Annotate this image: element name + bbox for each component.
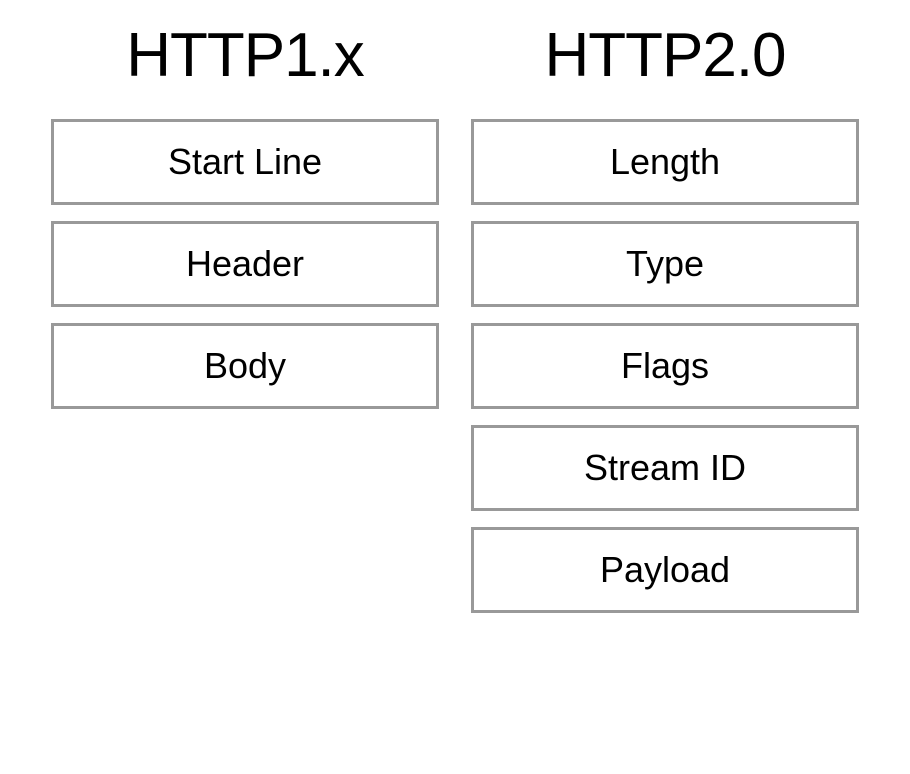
http2-box-type: Type — [471, 221, 859, 307]
http2-box-length: Length — [471, 119, 859, 205]
http1-box-body: Body — [51, 323, 439, 409]
http1-title: HTTP1.x — [51, 20, 439, 91]
http1-column: HTTP1.x Start Line Header Body — [51, 20, 439, 629]
http2-box-payload: Payload — [471, 527, 859, 613]
http2-box-stream-id: Stream ID — [471, 425, 859, 511]
http1-box-start-line: Start Line — [51, 119, 439, 205]
diagram-container: HTTP1.x Start Line Header Body HTTP2.0 L… — [50, 20, 860, 629]
http1-box-header: Header — [51, 221, 439, 307]
http2-column: HTTP2.0 Length Type Flags Stream ID Payl… — [471, 20, 859, 629]
http2-title: HTTP2.0 — [471, 20, 859, 91]
http2-box-flags: Flags — [471, 323, 859, 409]
